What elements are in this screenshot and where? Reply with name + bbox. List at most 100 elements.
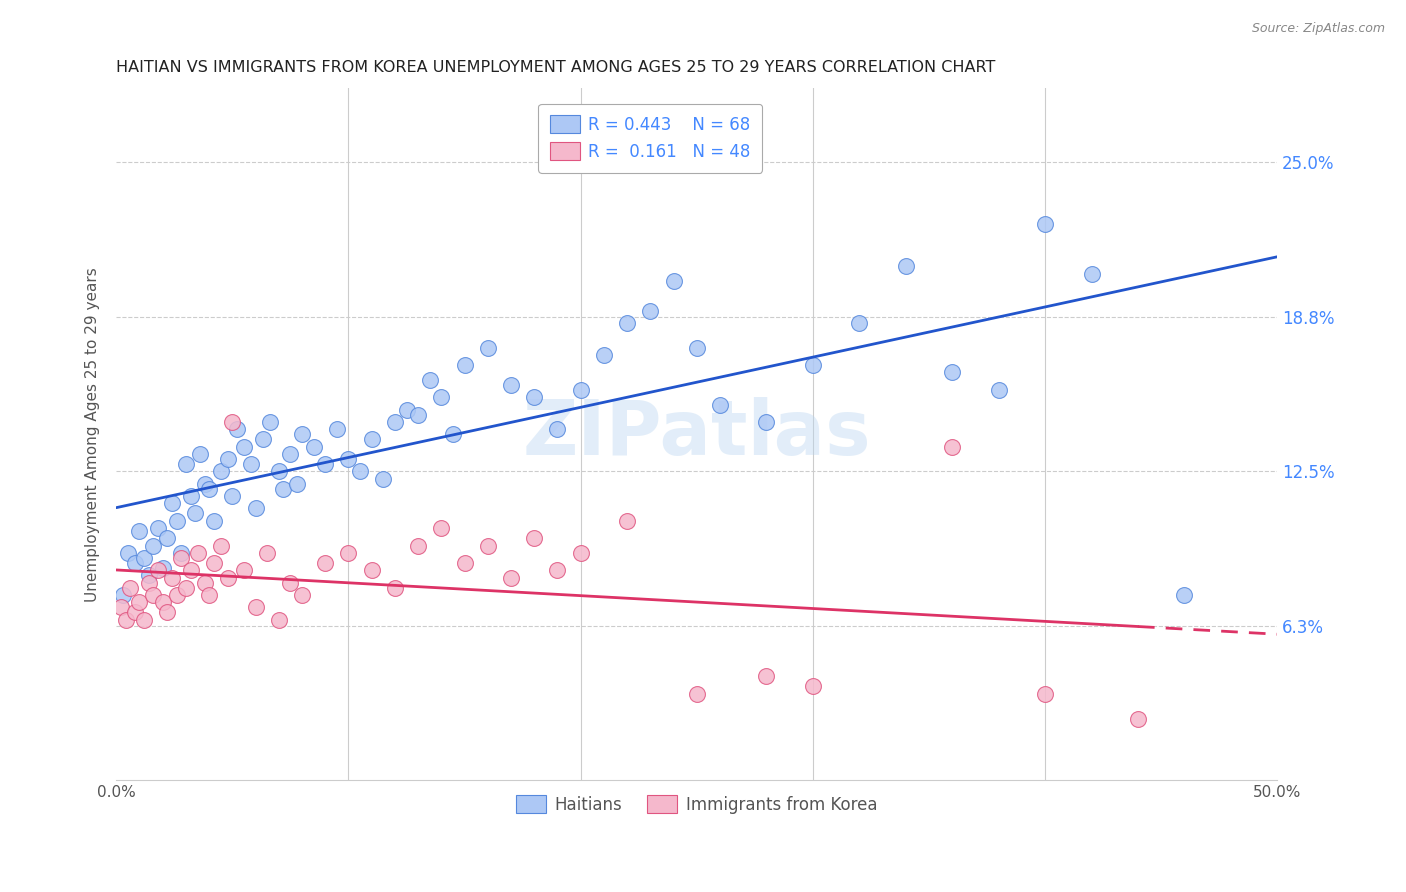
Point <box>256 546 278 560</box>
Point <box>138 568 160 582</box>
Point <box>477 341 499 355</box>
Point <box>755 669 778 683</box>
Point <box>360 563 382 577</box>
Point <box>337 452 360 467</box>
Y-axis label: Unemployment Among Ages 25 to 29 years: Unemployment Among Ages 25 to 29 years <box>86 267 100 602</box>
Point <box>156 531 179 545</box>
Point <box>419 373 441 387</box>
Point <box>221 415 243 429</box>
Point <box>709 398 731 412</box>
Point <box>259 415 281 429</box>
Text: ZIPatlas: ZIPatlas <box>523 397 872 471</box>
Point <box>217 571 239 585</box>
Point <box>193 575 215 590</box>
Point <box>146 563 169 577</box>
Point <box>395 402 418 417</box>
Point <box>186 546 208 560</box>
Point <box>170 546 193 560</box>
Point <box>801 679 824 693</box>
Point <box>166 514 188 528</box>
Point <box>267 613 290 627</box>
Point <box>686 341 709 355</box>
Point <box>280 447 302 461</box>
Point <box>202 514 225 528</box>
Point <box>616 514 638 528</box>
Point <box>314 556 336 570</box>
Point <box>337 546 360 560</box>
Point <box>273 482 295 496</box>
Point <box>499 571 522 585</box>
Point <box>184 507 207 521</box>
Point <box>287 476 309 491</box>
Point <box>160 571 183 585</box>
Point <box>640 303 662 318</box>
Point <box>112 588 135 602</box>
Point <box>209 539 232 553</box>
Point <box>546 563 568 577</box>
Point <box>120 581 142 595</box>
Point <box>801 358 824 372</box>
Text: Source: ZipAtlas.com: Source: ZipAtlas.com <box>1251 22 1385 36</box>
Point <box>1126 712 1149 726</box>
Point <box>193 476 215 491</box>
Point <box>686 687 709 701</box>
Point <box>134 550 156 565</box>
Point <box>142 539 165 553</box>
Point <box>226 422 249 436</box>
Point <box>291 427 314 442</box>
Point <box>406 539 429 553</box>
Point <box>360 432 382 446</box>
Point <box>941 440 963 454</box>
Point <box>477 539 499 553</box>
Point <box>124 556 146 570</box>
Point <box>110 600 132 615</box>
Point <box>146 521 169 535</box>
Point <box>1080 267 1102 281</box>
Point <box>166 588 188 602</box>
Point <box>156 605 179 619</box>
Point <box>523 390 546 404</box>
Point <box>245 501 267 516</box>
Point <box>114 613 136 627</box>
Point <box>180 563 202 577</box>
Point <box>314 457 336 471</box>
Point <box>848 316 870 330</box>
Point <box>202 556 225 570</box>
Point <box>453 556 475 570</box>
Point <box>1033 687 1056 701</box>
Legend: Haitians, Immigrants from Korea: Haitians, Immigrants from Korea <box>506 785 887 824</box>
Point <box>152 560 174 574</box>
Point <box>209 464 232 478</box>
Point <box>384 581 406 595</box>
Point <box>499 377 522 392</box>
Point <box>546 422 568 436</box>
Point <box>523 531 546 545</box>
Point <box>180 489 202 503</box>
Point <box>569 546 592 560</box>
Point <box>198 482 221 496</box>
Point <box>349 464 371 478</box>
Point <box>124 605 146 619</box>
Point <box>239 457 262 471</box>
Text: HAITIAN VS IMMIGRANTS FROM KOREA UNEMPLOYMENT AMONG AGES 25 TO 29 YEARS CORRELAT: HAITIAN VS IMMIGRANTS FROM KOREA UNEMPLO… <box>117 60 995 75</box>
Point <box>252 432 274 446</box>
Point <box>406 408 429 422</box>
Point <box>430 521 453 535</box>
Point <box>430 390 453 404</box>
Point <box>894 259 917 273</box>
Point <box>616 316 638 330</box>
Point <box>174 581 197 595</box>
Point <box>373 472 395 486</box>
Point <box>134 613 156 627</box>
Point <box>245 600 267 615</box>
Point <box>662 274 685 288</box>
Point <box>755 415 778 429</box>
Point <box>138 575 160 590</box>
Point <box>128 595 150 609</box>
Point <box>221 489 243 503</box>
Point <box>267 464 290 478</box>
Point <box>142 588 165 602</box>
Point <box>453 358 475 372</box>
Point <box>987 383 1010 397</box>
Point <box>593 348 616 362</box>
